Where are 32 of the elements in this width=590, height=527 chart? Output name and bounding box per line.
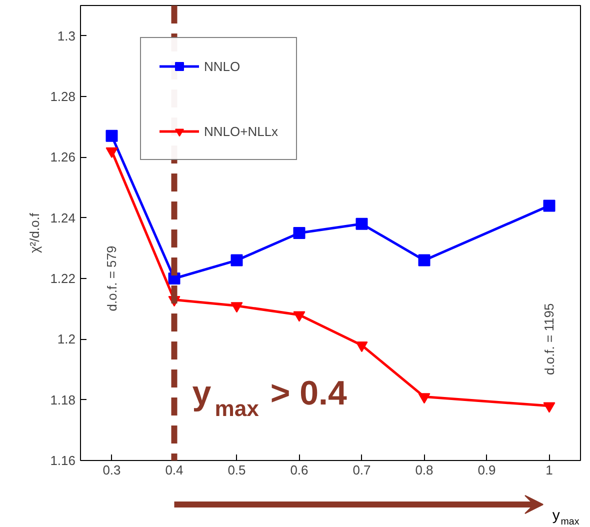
x-tick-label: 1 — [546, 462, 553, 478]
point — [356, 342, 368, 352]
y-tick-label: 1.28 — [50, 89, 76, 104]
y-tick-label: 1.2 — [57, 332, 76, 347]
y-tick-label: 1.16 — [50, 453, 76, 468]
x-tick-label: 0.8 — [415, 462, 434, 478]
y-tick-label: 1.3 — [57, 28, 76, 44]
point — [543, 200, 556, 212]
x-tick-label: 0.7 — [352, 462, 371, 478]
point — [543, 402, 556, 413]
x-tick-label: 0.3 — [102, 462, 121, 478]
point — [293, 227, 306, 239]
x-tick-label: 0.5 — [228, 462, 246, 478]
annotation: d.o.f. = 579 — [104, 246, 120, 312]
point — [356, 218, 368, 230]
point — [230, 254, 243, 266]
annotation: d.o.f. = 1195 — [542, 303, 557, 376]
point — [106, 130, 118, 142]
point — [230, 302, 243, 313]
point — [293, 311, 306, 322]
y-tick-label: 1.24 — [50, 210, 76, 226]
y-axis-title: χ²/d.o.f — [27, 212, 42, 254]
x-tick-label: 0.6 — [290, 462, 308, 478]
point — [418, 254, 430, 266]
y-tick-label: 1.18 — [50, 392, 76, 408]
legend-label: NNLO — [204, 58, 240, 74]
legend-label: NNLO+NLLx — [204, 124, 278, 138]
point — [418, 393, 430, 404]
x-tick-label: 0.4 — [165, 462, 184, 478]
x-tick-label: 0.9 — [478, 462, 496, 478]
y-tick-label: 1.26 — [50, 150, 76, 165]
y-tick-label: 1.22 — [50, 271, 76, 286]
